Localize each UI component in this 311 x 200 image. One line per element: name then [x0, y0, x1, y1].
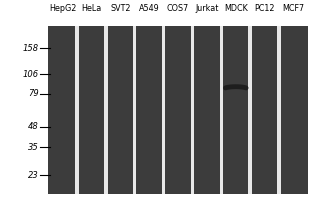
Bar [277, 26, 281, 194]
Bar [162, 26, 165, 194]
Text: MCF7: MCF7 [282, 4, 304, 13]
Text: 48: 48 [28, 122, 39, 131]
Text: HeLa: HeLa [81, 4, 102, 13]
Text: 106: 106 [23, 70, 39, 79]
Text: COS7: COS7 [167, 4, 189, 13]
Text: SVT2: SVT2 [110, 4, 131, 13]
Text: 35: 35 [28, 143, 39, 152]
Text: 79: 79 [28, 89, 39, 98]
Text: 158: 158 [23, 44, 39, 53]
Text: A549: A549 [139, 4, 160, 13]
Text: MDCK: MDCK [224, 4, 248, 13]
Text: 23: 23 [28, 171, 39, 180]
Text: PC12: PC12 [254, 4, 275, 13]
Text: HepG2: HepG2 [49, 4, 76, 13]
Bar [48, 26, 308, 194]
Bar [248, 26, 252, 194]
Bar [220, 26, 223, 194]
Bar [133, 26, 137, 194]
Bar [191, 26, 194, 194]
Bar [75, 26, 79, 194]
Bar [104, 26, 108, 194]
Text: Jurkat: Jurkat [195, 4, 219, 13]
